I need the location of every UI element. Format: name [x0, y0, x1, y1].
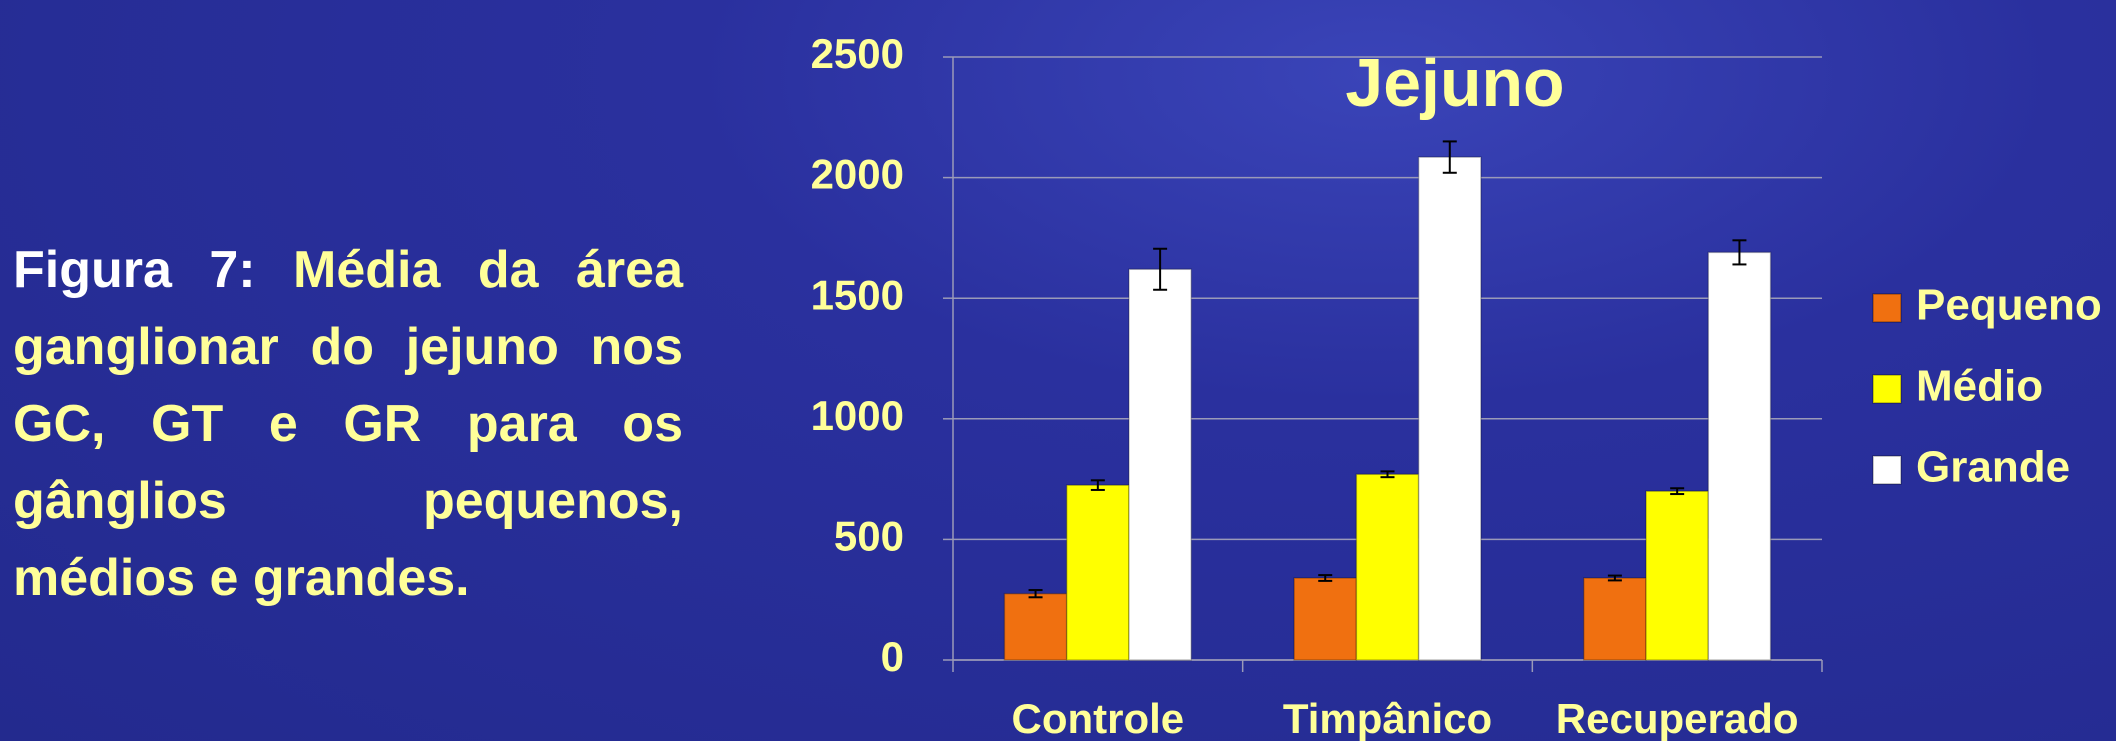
- bar: [1417, 156, 1482, 661]
- error-bar: [1380, 470, 1395, 479]
- legend-label: Médio: [1916, 362, 2043, 411]
- y-tick-label: 1000: [811, 392, 904, 439]
- error-bar: [1028, 589, 1043, 599]
- y-tick-label: 0: [881, 633, 904, 680]
- caption-text: Média da área ganglionar do jejuno nos G…: [13, 241, 683, 607]
- error-bar: [1732, 239, 1747, 266]
- caption: Figura 7: Média da área ganglionar do je…: [13, 232, 683, 617]
- legend-label: Pequeno: [1916, 281, 2102, 330]
- error-bar: [1318, 574, 1333, 582]
- bar: [1128, 268, 1193, 661]
- x-tick-label: Controle: [1012, 695, 1185, 741]
- legend-swatch: [1872, 293, 1902, 323]
- error-bar: [1153, 247, 1168, 291]
- error-bar: [1090, 479, 1105, 491]
- x-tick-label: Recuperado: [1556, 695, 1799, 741]
- bar: [1355, 473, 1420, 661]
- x-tick-label: Timpânico: [1283, 695, 1492, 741]
- legend-label: Grande: [1916, 443, 2070, 492]
- error-bar: [1607, 574, 1622, 582]
- y-tick-label: 2500: [811, 30, 904, 77]
- y-tick-label: 1500: [811, 271, 904, 318]
- error-bar: [1442, 140, 1457, 174]
- bar: [1065, 484, 1130, 661]
- bar: [1707, 251, 1772, 661]
- caption-label: Figura 7:: [13, 241, 256, 299]
- legend-swatch: [1872, 374, 1902, 404]
- bar: [1645, 490, 1710, 661]
- y-tick-label: 2000: [811, 151, 904, 198]
- legend-swatch: [1872, 455, 1902, 485]
- bar: [1293, 577, 1358, 661]
- bar: [1582, 577, 1647, 661]
- bar: [1003, 592, 1068, 661]
- y-tick-label: 500: [834, 512, 904, 559]
- error-bar: [1670, 487, 1685, 496]
